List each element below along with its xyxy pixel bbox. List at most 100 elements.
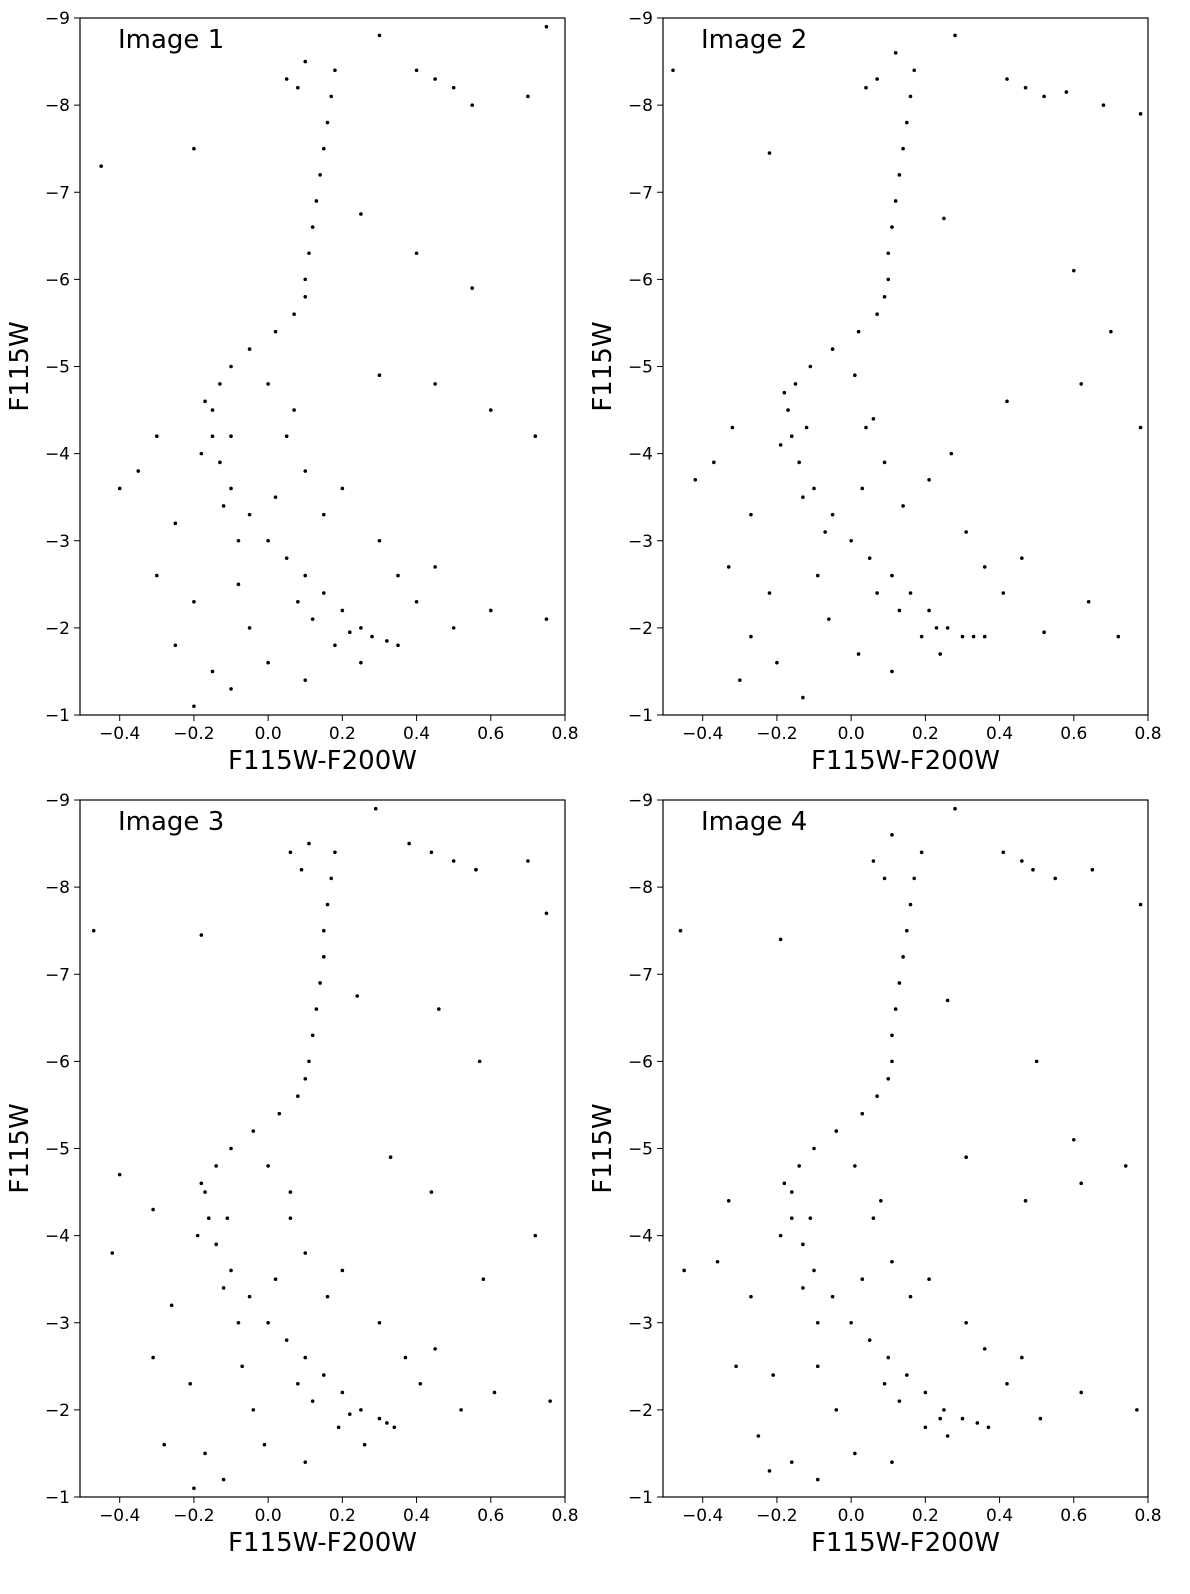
star-point bbox=[815, 573, 820, 578]
star-point bbox=[834, 1408, 839, 1412]
star-point bbox=[1020, 556, 1024, 560]
star-point bbox=[875, 77, 879, 81]
star-point bbox=[303, 1077, 308, 1081]
star-point bbox=[823, 530, 827, 534]
star-point bbox=[199, 451, 204, 456]
star-point bbox=[815, 1477, 820, 1482]
star-point bbox=[942, 1408, 946, 1412]
star-point bbox=[812, 1268, 816, 1273]
star-point bbox=[1005, 1381, 1009, 1386]
star-point bbox=[923, 1425, 928, 1430]
star-point bbox=[860, 486, 865, 491]
y-tick-label: −3 bbox=[45, 532, 70, 552]
star-point bbox=[830, 512, 835, 517]
star-point bbox=[960, 634, 965, 639]
star-point bbox=[786, 408, 790, 412]
panel-title: Image 3 bbox=[118, 807, 224, 837]
star-point bbox=[934, 626, 939, 630]
points bbox=[678, 806, 1143, 1482]
star-point bbox=[1064, 90, 1069, 94]
star-point bbox=[693, 477, 698, 482]
y-tick-label: −4 bbox=[45, 1227, 70, 1247]
star-point bbox=[359, 626, 363, 630]
star-point bbox=[1023, 1198, 1028, 1203]
panel: −0.4 −0.2 0.0 0.2 0.4 0.6 0.8 −1 −2 −3 −4 −5 −6 −7 −8 −… bbox=[5, 9, 579, 776]
star-point bbox=[893, 1007, 898, 1011]
y-tick-label: −9 bbox=[45, 9, 70, 29]
x-tick-label: 0.6 bbox=[1060, 724, 1087, 744]
star-point bbox=[91, 928, 96, 933]
star-point bbox=[296, 85, 300, 90]
star-point bbox=[347, 630, 352, 635]
star-point bbox=[195, 1233, 200, 1238]
x-tick-label: −0.2 bbox=[756, 724, 797, 744]
y-tick-label: −9 bbox=[628, 9, 653, 29]
x-tick-label: −0.4 bbox=[682, 1506, 723, 1526]
star-point bbox=[864, 85, 868, 90]
star-point bbox=[192, 146, 196, 151]
star-point bbox=[749, 512, 753, 517]
star-point bbox=[414, 599, 419, 604]
y-tick-label: −5 bbox=[45, 1140, 70, 1160]
x-tick-label: 0.2 bbox=[912, 1506, 939, 1526]
star-point bbox=[908, 902, 913, 907]
y-tick-label: −6 bbox=[45, 270, 70, 290]
star-point bbox=[314, 199, 319, 203]
star-point bbox=[901, 955, 905, 959]
star-point bbox=[192, 1486, 196, 1491]
star-point bbox=[296, 599, 300, 604]
star-point bbox=[296, 1381, 300, 1386]
star-point bbox=[221, 1477, 226, 1482]
star-point bbox=[240, 1364, 244, 1369]
star-point bbox=[370, 634, 374, 639]
star-point bbox=[812, 486, 816, 491]
star-point bbox=[459, 1408, 463, 1412]
star-point bbox=[875, 312, 879, 317]
star-point bbox=[210, 434, 215, 439]
star-point bbox=[544, 911, 549, 916]
star-point bbox=[310, 1033, 315, 1038]
star-point bbox=[533, 434, 538, 439]
star-point bbox=[266, 1320, 270, 1325]
star-point bbox=[396, 573, 400, 578]
star-point bbox=[303, 1251, 308, 1255]
x-tick-label: −0.2 bbox=[173, 724, 214, 744]
y-tick-label: −6 bbox=[628, 270, 653, 290]
y-axis-label: F115W bbox=[588, 1103, 618, 1193]
star-point bbox=[886, 1077, 891, 1081]
star-point bbox=[321, 928, 326, 933]
y-tick-label: −7 bbox=[628, 965, 653, 985]
x-axis-label: F115W-F200W bbox=[228, 1528, 417, 1558]
x-tick-label: 0.0 bbox=[838, 724, 865, 744]
star-point bbox=[321, 591, 326, 595]
star-point bbox=[433, 565, 437, 569]
star-point bbox=[1079, 382, 1084, 386]
star-point bbox=[726, 1198, 731, 1203]
star-point bbox=[385, 1421, 389, 1425]
star-point bbox=[544, 617, 549, 621]
star-point bbox=[886, 277, 891, 282]
star-point bbox=[834, 1129, 839, 1133]
y-tick-label: −5 bbox=[628, 1140, 653, 1160]
star-point bbox=[982, 634, 987, 639]
star-point bbox=[203, 399, 207, 404]
star-point bbox=[815, 1364, 820, 1369]
y-tick-label: −5 bbox=[45, 358, 70, 378]
star-point bbox=[793, 382, 798, 386]
star-point bbox=[359, 660, 363, 665]
star-point bbox=[266, 538, 270, 543]
star-point bbox=[192, 704, 196, 709]
star-point bbox=[853, 1451, 857, 1456]
star-point bbox=[192, 599, 196, 604]
star-point bbox=[897, 608, 902, 613]
star-point bbox=[188, 1381, 193, 1386]
star-point bbox=[414, 68, 419, 73]
star-point bbox=[526, 94, 530, 99]
star-point bbox=[923, 1390, 928, 1395]
star-point bbox=[886, 251, 891, 256]
star-point bbox=[247, 347, 252, 351]
star-point bbox=[1138, 425, 1143, 430]
star-point bbox=[782, 1181, 787, 1186]
points bbox=[99, 24, 549, 709]
star-point bbox=[340, 608, 345, 613]
